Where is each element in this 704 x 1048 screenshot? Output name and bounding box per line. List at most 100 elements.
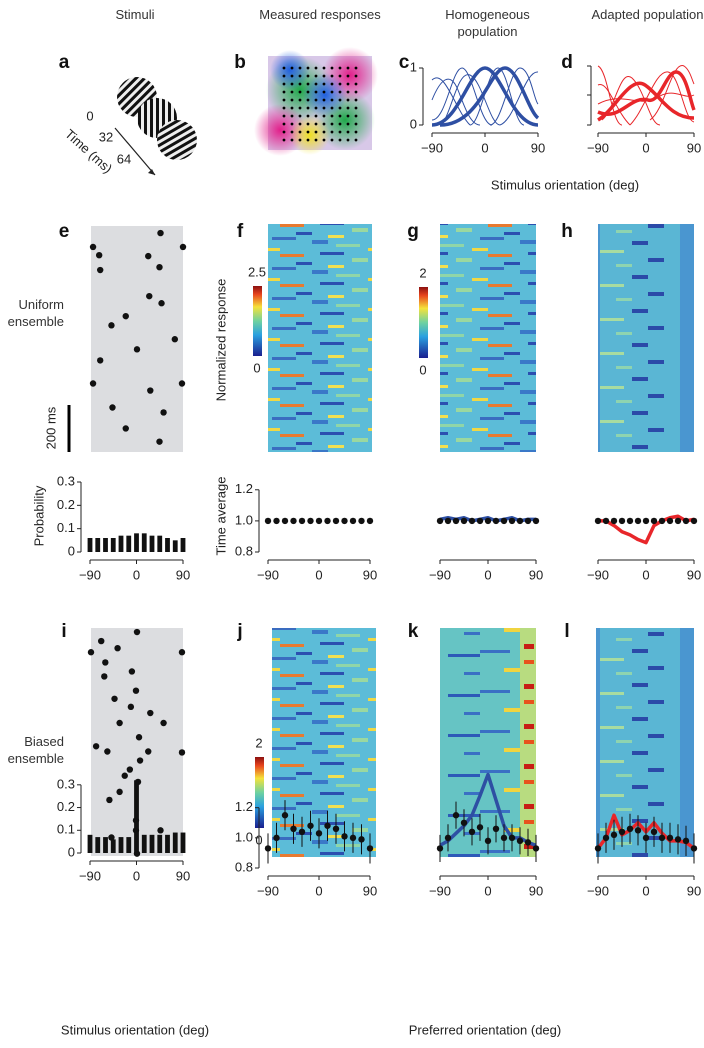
point xyxy=(315,830,323,837)
bar xyxy=(165,538,170,552)
point xyxy=(610,831,618,839)
point xyxy=(444,834,452,842)
column-header: Stimuli xyxy=(115,7,155,22)
point xyxy=(315,517,323,525)
panel-letter: g xyxy=(407,221,419,242)
x-tick-label: 0 xyxy=(484,883,491,898)
point xyxy=(298,828,306,836)
point xyxy=(524,839,532,846)
x-tick-label: 90 xyxy=(363,883,377,898)
x-tick-label: 90 xyxy=(176,567,190,582)
colorbar xyxy=(255,757,264,828)
point xyxy=(476,517,484,525)
point xyxy=(92,743,100,750)
x-tick-label: −90 xyxy=(257,883,279,898)
panel-letter: f xyxy=(237,221,244,242)
bar xyxy=(87,834,93,853)
colorbar-tick: 0 xyxy=(419,362,426,377)
x-tick-label: −90 xyxy=(429,567,451,582)
x-tick-label: 90 xyxy=(687,883,701,898)
point xyxy=(602,517,610,525)
point xyxy=(264,845,272,852)
x-label: Stimulus orientation (deg) xyxy=(491,177,639,192)
colorbar-label: Normalized response xyxy=(213,279,228,402)
point xyxy=(121,772,128,779)
x-tick-label: 90 xyxy=(529,883,543,898)
point xyxy=(492,517,500,525)
point xyxy=(102,659,109,666)
point xyxy=(618,828,626,836)
point xyxy=(116,719,123,727)
orientation-map xyxy=(254,47,378,156)
point xyxy=(532,845,540,852)
x-tick-label: 0 xyxy=(133,868,140,883)
point xyxy=(452,812,460,819)
x-tick-label: 90 xyxy=(687,567,701,582)
point xyxy=(594,517,602,525)
time-tick: 0 xyxy=(86,108,93,123)
y-tick-label: 0 xyxy=(68,844,75,859)
point xyxy=(178,649,186,656)
panel-letter: l xyxy=(564,621,569,642)
tuning-curves xyxy=(431,66,540,127)
point xyxy=(524,517,532,525)
point xyxy=(508,517,516,525)
y-tick-label: 0.2 xyxy=(57,799,75,814)
point xyxy=(147,709,154,717)
point xyxy=(111,695,118,702)
point xyxy=(658,834,666,842)
y-tick-label: 1.2 xyxy=(235,481,253,496)
point xyxy=(160,409,167,416)
y-tick-label: 1.2 xyxy=(235,799,253,814)
bar xyxy=(110,839,116,853)
point xyxy=(97,266,104,274)
point xyxy=(133,346,141,353)
point xyxy=(332,825,340,832)
point xyxy=(634,827,642,834)
point xyxy=(145,748,152,755)
scale-label: 200 ms xyxy=(43,406,58,449)
point xyxy=(366,517,374,525)
point xyxy=(298,517,306,525)
point xyxy=(157,827,164,834)
bar xyxy=(172,540,178,552)
bar xyxy=(180,832,186,853)
point xyxy=(307,517,314,525)
x-tick-label: 0 xyxy=(642,140,649,155)
point xyxy=(341,833,348,840)
point xyxy=(324,517,331,525)
point xyxy=(146,292,153,300)
bar xyxy=(141,834,147,853)
point xyxy=(273,834,280,842)
heatmap xyxy=(272,628,376,857)
y-tick-label: 1.0 xyxy=(235,829,253,844)
x-tick-label: 90 xyxy=(687,140,701,155)
colorbar-tick: 2 xyxy=(255,735,262,750)
point xyxy=(682,837,690,845)
bar xyxy=(87,538,93,552)
gratings xyxy=(114,77,197,176)
point xyxy=(436,517,444,525)
panel-letter: j xyxy=(236,621,242,642)
bar xyxy=(126,837,132,853)
panel-letter: i xyxy=(61,621,66,642)
point xyxy=(156,438,163,445)
point xyxy=(178,380,186,387)
point xyxy=(179,243,187,251)
point xyxy=(135,734,143,741)
x-tick-label: 0 xyxy=(642,883,649,898)
point xyxy=(122,312,129,320)
y-tick-label: 1 xyxy=(410,59,417,74)
x-tick-label: −90 xyxy=(429,883,451,898)
heatmap xyxy=(440,224,536,452)
point xyxy=(658,517,666,525)
line xyxy=(598,514,695,545)
x-tick-label: 0 xyxy=(642,567,649,582)
point xyxy=(128,668,136,675)
x-tick-label: 90 xyxy=(363,567,377,582)
x-tick-label: −90 xyxy=(587,567,609,582)
point xyxy=(89,380,97,387)
point xyxy=(508,834,516,842)
y-tick-label: 0.3 xyxy=(57,776,75,791)
